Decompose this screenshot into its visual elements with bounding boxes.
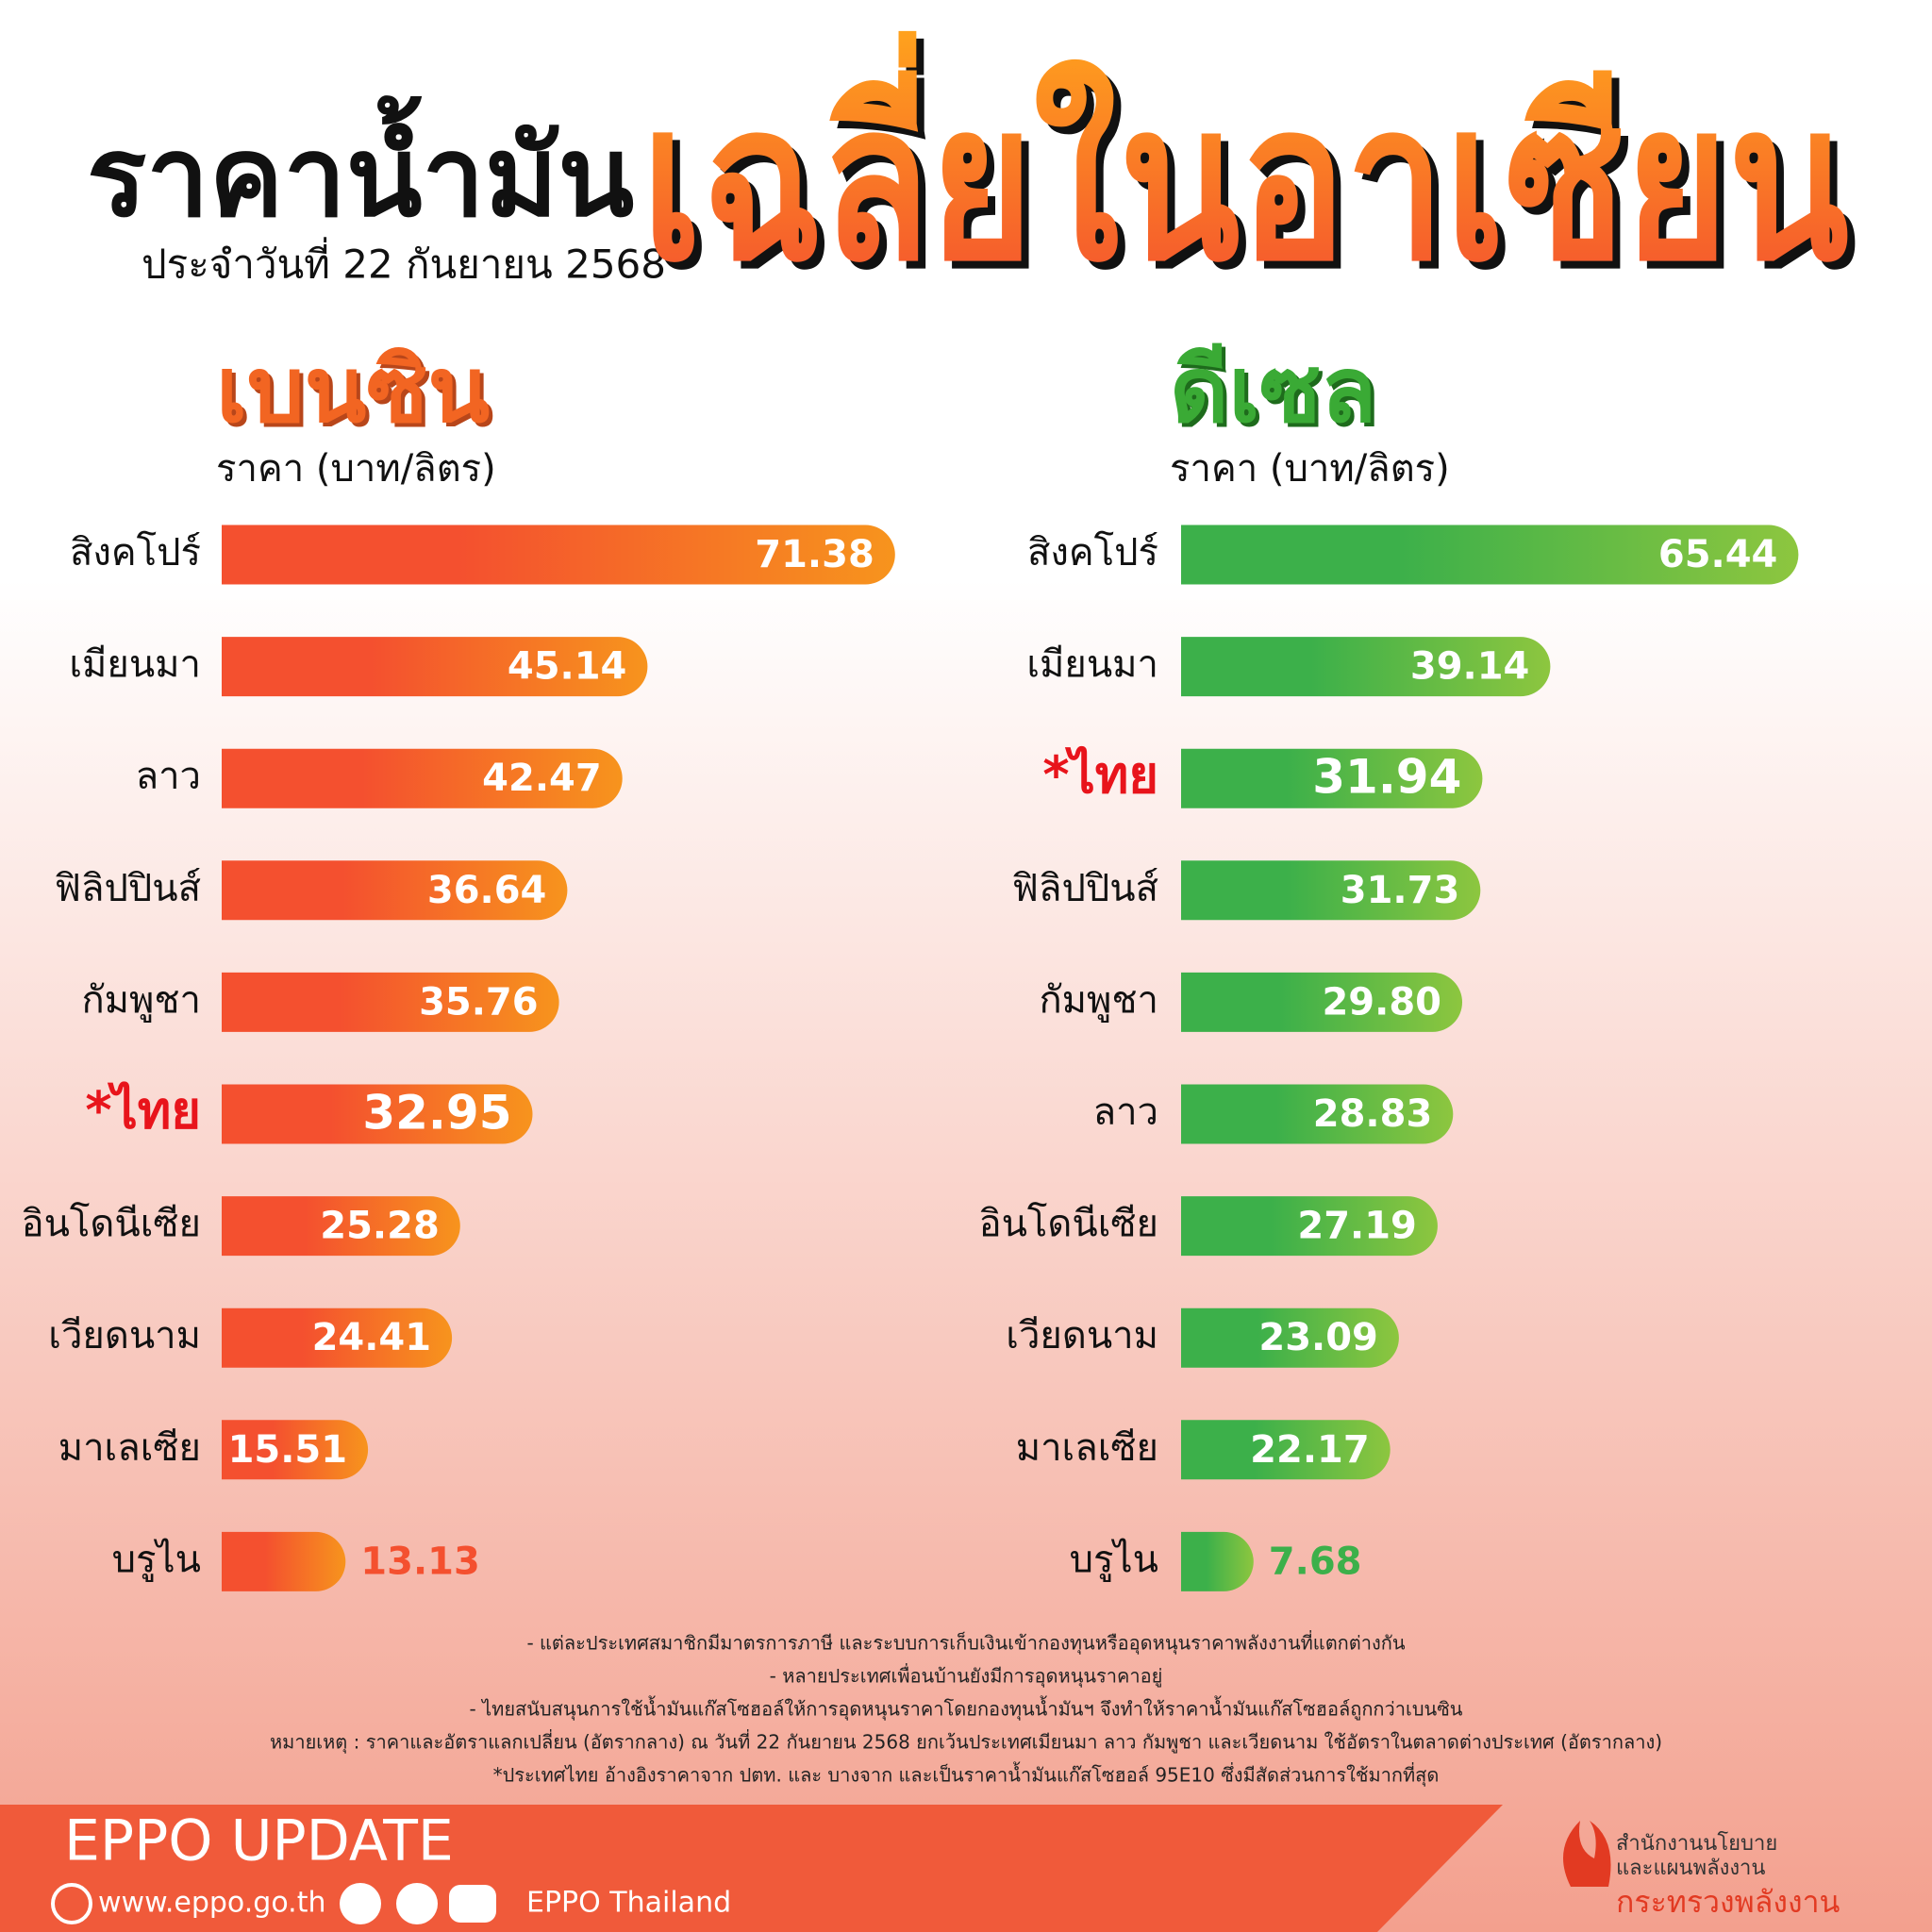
category-label: ลาว <box>1093 1091 1158 1134</box>
value-label: 42.47 <box>482 757 602 800</box>
bar <box>1181 1196 1438 1257</box>
value-label: 45.14 <box>508 645 627 689</box>
value-label: 27.19 <box>1297 1205 1417 1248</box>
note: - หลายประเทศเพื่อนบ้านยังมีการอุดหนุนราค… <box>770 1663 1163 1689</box>
org-line: สำนักงานนโยบาย <box>1616 1831 1777 1856</box>
value-label: 36.64 <box>427 869 547 912</box>
bar <box>1181 525 1799 585</box>
org-line: กระทรวงพลังงาน <box>1616 1884 1840 1920</box>
bar <box>222 1307 453 1368</box>
category-label: กัมพูชา <box>81 978 201 1022</box>
chart-subtitle: ราคา (บาท/ลิตร) <box>216 447 496 491</box>
category-label: *ไทย <box>85 1081 201 1141</box>
value-label: 32.95 <box>362 1086 511 1141</box>
bar <box>222 1196 460 1257</box>
bar <box>1181 748 1483 808</box>
social: EPPO Thailand <box>526 1887 731 1920</box>
category-label: มาเลเซีย <box>58 1426 201 1470</box>
value-label: 13.13 <box>360 1540 480 1583</box>
bar <box>222 748 623 808</box>
category-label: เมียนมา <box>69 643 201 687</box>
youtube-icon[interactable] <box>449 1885 496 1923</box>
category-label: กัมพูชา <box>1039 978 1158 1022</box>
category-label: มาเลเซีย <box>1016 1426 1158 1470</box>
note: หมายเหตุ : ราคาและอัตราแลกเปลี่ยน (อัตรา… <box>270 1729 1662 1755</box>
brand: EPPO UPDATE <box>64 1808 454 1874</box>
value-label: 23.09 <box>1258 1316 1378 1359</box>
date: ประจำวันที่ 22 กันยายน 2568 <box>142 238 666 288</box>
bar <box>1181 1084 1454 1144</box>
bar <box>222 1531 346 1591</box>
value-label: 35.76 <box>419 980 539 1024</box>
value-label: 24.41 <box>312 1316 432 1359</box>
highlight-shadow: เฉลี่ยในอาเซียน <box>649 38 1857 317</box>
bar <box>222 972 559 1032</box>
category-label: บรูไน <box>1070 1538 1158 1581</box>
website: www.eppo.go.th <box>98 1887 325 1920</box>
value-label: 22.17 <box>1250 1428 1370 1472</box>
value-label: 29.80 <box>1322 980 1441 1024</box>
bar <box>222 1420 369 1480</box>
category-label: สิงคโปร์ <box>1027 531 1158 575</box>
note: - แต่ละประเทศสมาชิกมีมาตรการภาษี และระบบ… <box>526 1630 1405 1656</box>
category-label: อินโดนีเซีย <box>22 1203 201 1246</box>
bar <box>222 637 648 697</box>
logo-icon <box>1563 1821 1611 1887</box>
value-label: 31.94 <box>1312 750 1461 805</box>
chart-title-shadow: ดีเซล <box>1174 341 1380 446</box>
note: *ประเทศไทย อ้างอิงราคาจาก ปตท. และ บางจา… <box>493 1762 1440 1788</box>
category-label: ฟิลิปปินส์ <box>1012 867 1158 910</box>
bar <box>222 860 568 921</box>
chart-title: ดีเซล <box>1170 337 1376 442</box>
bar <box>222 525 895 585</box>
bar <box>1181 860 1481 921</box>
value-label: 39.14 <box>1410 645 1530 689</box>
category-label: สิงคโปร์ <box>70 531 201 575</box>
category-label: เวียดนาม <box>48 1314 201 1357</box>
category-label: ฟิลิปปินส์ <box>55 867 201 910</box>
globe-icon <box>51 1883 92 1924</box>
facebook-icon[interactable] <box>340 1883 381 1924</box>
value-label: 7.68 <box>1269 1540 1362 1583</box>
value-label: 28.83 <box>1313 1092 1433 1136</box>
value-label: 71.38 <box>755 533 874 576</box>
bar <box>1181 1420 1391 1480</box>
bar <box>222 1084 533 1144</box>
bar <box>1181 637 1551 697</box>
note: - ไทยสนับสนุนการใช้น้ำมันแก๊สโซฮอล์ให้กา… <box>470 1696 1463 1722</box>
category-label: ลาว <box>136 755 201 798</box>
highlight: เฉลี่ยในอาเซียน <box>641 30 1849 309</box>
category-label: บรูไน <box>112 1538 201 1581</box>
category-label: เมียนมา <box>1026 643 1158 687</box>
bar <box>1181 972 1463 1032</box>
chart-title: เบนซิน <box>216 337 490 442</box>
category-label: เวียดนาม <box>1006 1314 1158 1357</box>
category-label: *ไทย <box>1042 745 1158 805</box>
org-line: และแผนพลังงาน <box>1616 1857 1765 1880</box>
value-label: 31.73 <box>1341 869 1460 912</box>
chart-title-shadow: เบนซิน <box>220 341 493 446</box>
value-label: 15.51 <box>228 1428 348 1472</box>
category-label: อินโดนีเซีย <box>979 1203 1158 1246</box>
bar <box>1181 1531 1254 1591</box>
twitter-icon[interactable] <box>396 1883 438 1924</box>
chart-subtitle: ราคา (บาท/ลิตร) <box>1170 447 1450 491</box>
title: ราคาน้ำมัน <box>87 95 634 242</box>
value-label: 25.28 <box>320 1205 440 1248</box>
bar <box>1181 1307 1399 1368</box>
value-label: 65.44 <box>1658 533 1778 576</box>
